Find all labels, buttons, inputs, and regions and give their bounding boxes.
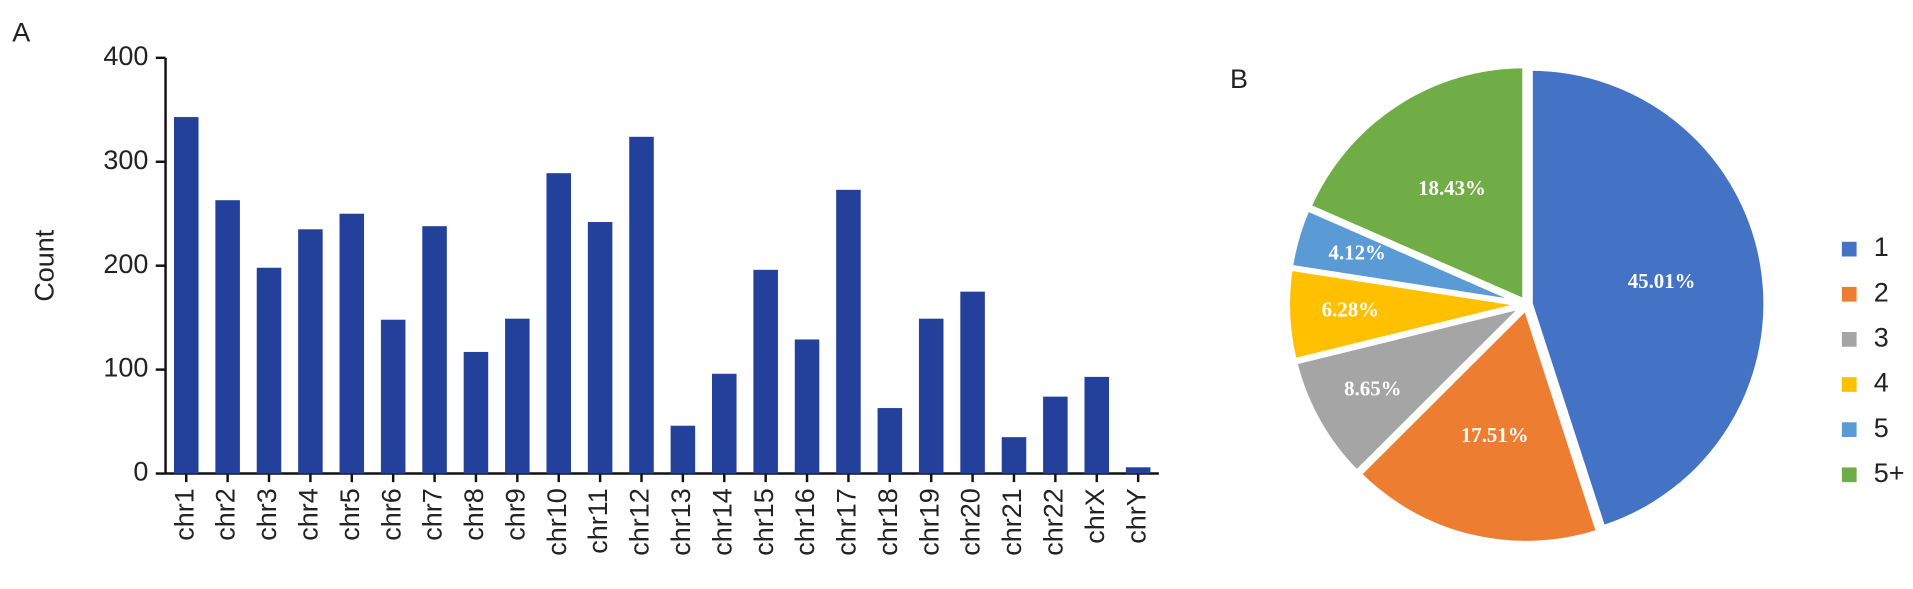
x-tick-label: chr15 xyxy=(749,488,779,555)
legend-label: 5 xyxy=(1874,413,1889,443)
legend-label: 1 xyxy=(1874,232,1889,262)
legend-label: 4 xyxy=(1874,368,1889,398)
slice-label: 8.65% xyxy=(1344,377,1401,401)
legend-label: 3 xyxy=(1874,323,1889,353)
pie-slice xyxy=(1305,63,1528,305)
bar xyxy=(877,408,903,474)
bar xyxy=(712,373,737,474)
x-tick-label: chr13 xyxy=(666,488,696,555)
x-tick-label: chr17 xyxy=(832,488,862,555)
x-tick-label: chr2 xyxy=(211,488,241,540)
x-tick-label: chr10 xyxy=(542,488,572,555)
legend-swatch xyxy=(1841,422,1857,437)
x-tick-label: chrY xyxy=(1121,488,1151,543)
x-tick-label: chr12 xyxy=(625,488,655,555)
x-tick-label: chr19 xyxy=(914,488,944,555)
pie-slice xyxy=(1291,301,1532,476)
legend-label: 2 xyxy=(1874,277,1889,307)
panel-label: B xyxy=(1230,64,1248,94)
x-tick-label: chr3 xyxy=(252,488,282,540)
x-tick-label: chr5 xyxy=(335,488,365,540)
slice-label: 4.12% xyxy=(1329,241,1386,265)
y-tick-label: 400 xyxy=(103,41,148,71)
bar xyxy=(173,117,199,474)
x-tick-label: chr1 xyxy=(169,488,199,540)
x-tick-label: chr16 xyxy=(790,488,820,555)
bar xyxy=(836,189,861,474)
pie-slice xyxy=(1527,65,1769,531)
bar xyxy=(1125,467,1151,474)
bar xyxy=(794,339,820,474)
x-tick-label: chr22 xyxy=(1038,488,1068,555)
bar xyxy=(753,269,778,474)
pie-slice xyxy=(1355,303,1602,546)
y-tick-label: 0 xyxy=(133,457,148,487)
legend-swatch xyxy=(1841,332,1857,347)
bar xyxy=(339,213,365,474)
legend-swatch xyxy=(1841,467,1857,483)
bar xyxy=(918,318,944,474)
bar xyxy=(463,351,489,474)
x-tick-label: chr18 xyxy=(873,488,903,555)
bar xyxy=(629,136,654,474)
slice-label: 6.28% xyxy=(1322,298,1379,322)
x-tick-label: chr20 xyxy=(956,488,986,555)
bar xyxy=(546,173,571,474)
bar xyxy=(422,226,447,474)
x-tick-label: chr21 xyxy=(997,488,1027,555)
slice-label: 18.43% xyxy=(1418,176,1486,200)
bar xyxy=(380,319,406,474)
bar xyxy=(1084,376,1110,474)
y-tick-label: 100 xyxy=(103,353,148,383)
bar xyxy=(670,425,696,474)
x-tick-label: chr6 xyxy=(376,488,406,540)
x-tick-label: chr11 xyxy=(583,488,613,553)
x-tick-label: chrX xyxy=(1080,488,1110,543)
legend-label: 5+ xyxy=(1874,458,1905,488)
slice-label: 45.01% xyxy=(1628,269,1696,293)
y-tick-label: 200 xyxy=(103,249,148,279)
x-tick-label: chr9 xyxy=(500,488,530,540)
legend-swatch xyxy=(1841,377,1857,392)
slice-label: 17.51% xyxy=(1461,423,1529,447)
x-tick-label: chr4 xyxy=(294,488,324,540)
panel-label: A xyxy=(12,18,30,48)
bar xyxy=(505,318,530,474)
bar xyxy=(256,267,282,474)
x-tick-label: chr14 xyxy=(707,488,737,555)
pie-slice xyxy=(1287,205,1525,306)
legend-swatch xyxy=(1841,286,1857,302)
bar xyxy=(587,222,613,474)
bar xyxy=(298,229,323,474)
legend-swatch xyxy=(1841,241,1857,257)
x-tick-label: chr8 xyxy=(459,488,489,540)
y-tick-label: 300 xyxy=(103,145,148,175)
y-axis-label: Count xyxy=(30,229,60,301)
bar xyxy=(960,291,985,474)
x-tick-label: chr7 xyxy=(418,488,448,540)
bar xyxy=(1001,437,1027,474)
bar xyxy=(215,200,240,474)
bar xyxy=(1043,396,1068,474)
